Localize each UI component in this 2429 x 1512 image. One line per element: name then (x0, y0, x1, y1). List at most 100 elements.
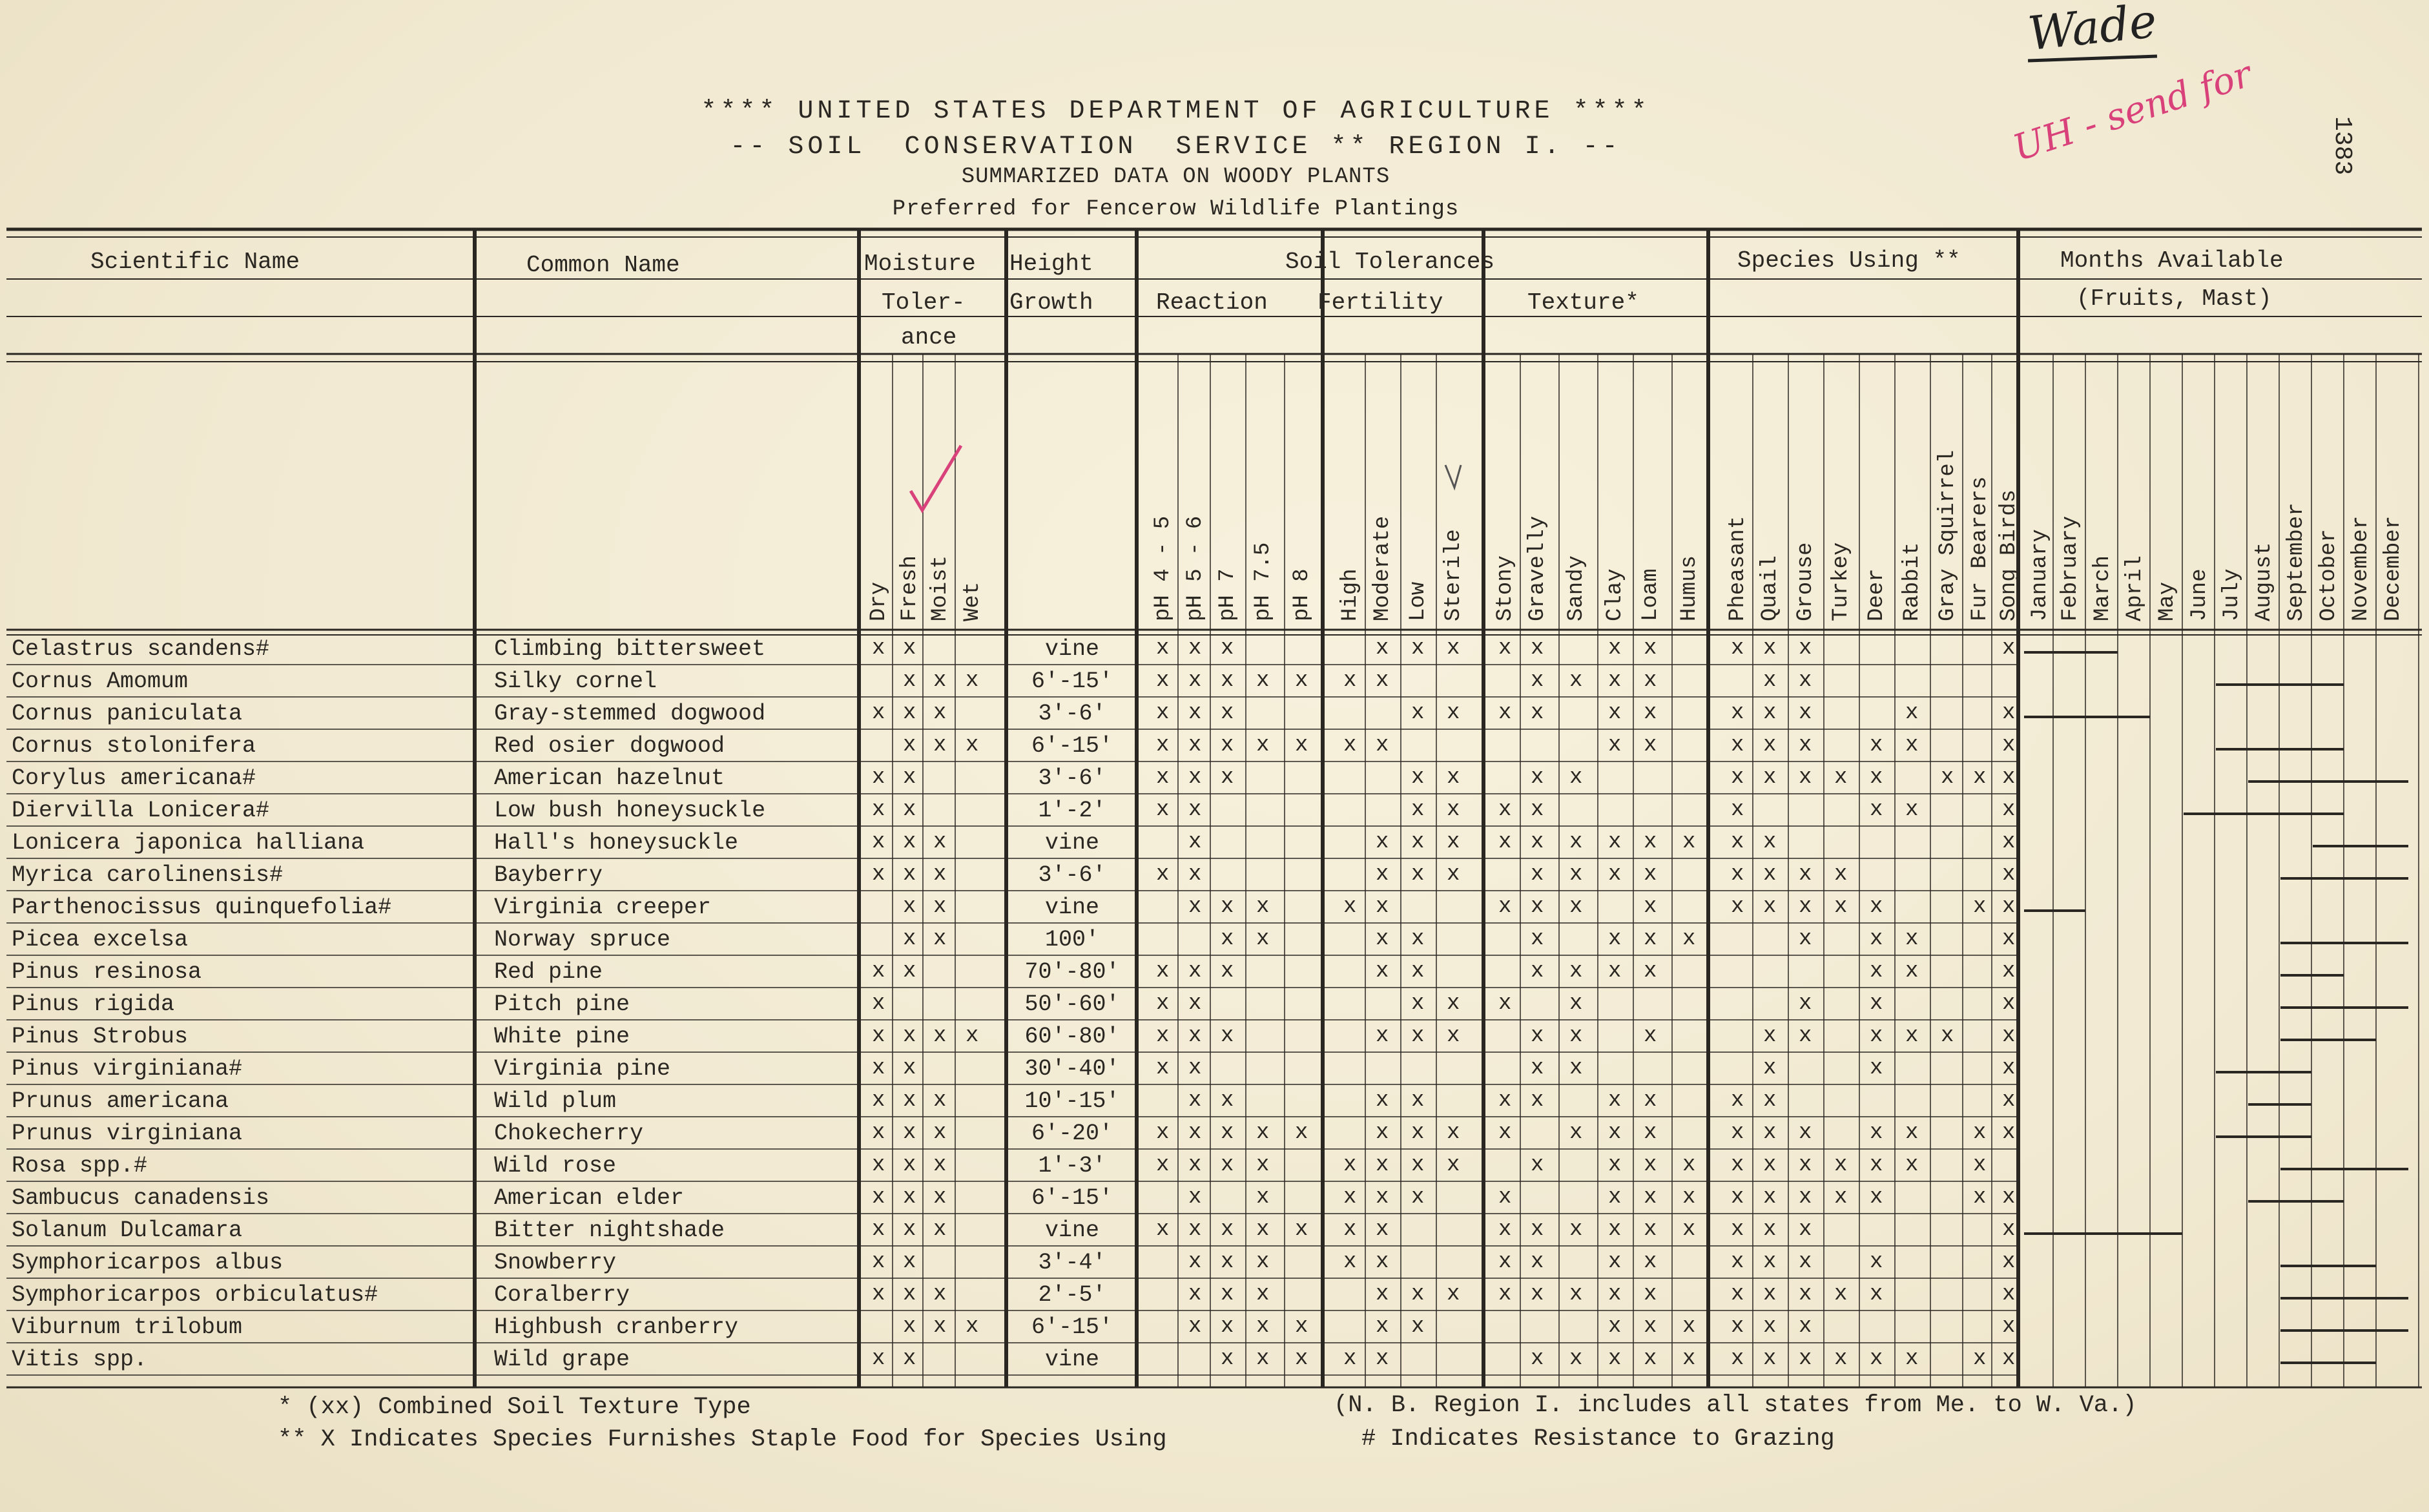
table-mark: x (1295, 668, 1308, 693)
table-mark: x (1569, 862, 1583, 887)
table-mark: x (1644, 1024, 1657, 1048)
table-mark: x (1498, 1250, 1512, 1274)
table-mark: x (1834, 1153, 1848, 1177)
table-mark: x (1295, 1347, 1308, 1371)
table-mark: x (1834, 1185, 1848, 1210)
table-mark: x (1644, 1282, 1657, 1307)
table-mark: x (1447, 765, 1460, 790)
table-mark: x (1156, 1217, 1170, 1242)
table-mark: x (872, 1153, 885, 1177)
table-mark: x (1188, 1121, 1202, 1145)
table-mark: x (1973, 1121, 1987, 1145)
footnote-grazing: # Indicates Resistance to Grazing (1361, 1425, 1835, 1453)
table-mark: x (933, 668, 947, 693)
table-mark: x (1498, 991, 1512, 1016)
table-mark: x (2002, 701, 2016, 725)
table-mark: x (872, 1056, 885, 1081)
table-mark: x (1644, 733, 1657, 758)
table-mark: x (1188, 765, 1202, 790)
table-mark: x (966, 1024, 979, 1048)
height-growth: 6'-15' (1031, 1185, 1113, 1211)
table-mark: x (1682, 927, 1696, 951)
scientific-name: Pinus rigida (12, 991, 175, 1017)
table-mark: x (1256, 1217, 1270, 1242)
table-mark: x (1569, 959, 1583, 984)
table-mark: x (1188, 636, 1202, 661)
table-mark: x (903, 1024, 916, 1048)
table-mark: x (1411, 1185, 1425, 1210)
sub-column-label: Pheasant (1726, 515, 1750, 621)
table-mark: x (1731, 1217, 1744, 1242)
table-mark: x (1498, 1217, 1512, 1242)
sub-column-label: Rabbit (1900, 542, 1925, 621)
scientific-name: Symphoricarpos orbiculatus# (12, 1282, 378, 1308)
table-mark: x (1608, 1153, 1622, 1177)
sub-column-label: Turkey (1829, 542, 1854, 621)
table-mark: x (872, 1121, 885, 1145)
table-mark: x (1256, 1153, 1270, 1177)
table-mark: x (1188, 1024, 1202, 1048)
table-mark: x (1221, 1250, 1234, 1274)
table-mark: x (1156, 701, 1170, 725)
table-mark: x (1608, 959, 1622, 984)
table-mark: x (1870, 1185, 1883, 1210)
table-mark: x (1531, 895, 1544, 919)
table-mark: x (1498, 830, 1512, 854)
table-mark: x (933, 830, 947, 854)
red-checkmark (909, 444, 963, 513)
table-mark: x (966, 733, 979, 758)
height-growth: vine (1044, 895, 1099, 920)
table-mark: x (933, 1282, 947, 1307)
sub-column-label: Gravelly (1525, 515, 1550, 621)
table-mark: x (903, 1185, 916, 1210)
table-mark: x (1682, 830, 1696, 854)
table-mark: x (1256, 1121, 1270, 1145)
table-mark: x (2002, 991, 2016, 1016)
table-mark: x (1343, 1185, 1357, 1210)
table-mark: x (1531, 668, 1544, 693)
sub-column-label: October (2317, 529, 2341, 621)
table-mark: x (1411, 830, 1425, 854)
common-name: Chokecherry (494, 1121, 644, 1146)
table-mark: x (1188, 959, 1202, 984)
table-mark: x (1498, 636, 1512, 661)
table-mark: x (1834, 895, 1848, 919)
table-mark: x (1376, 959, 1389, 984)
table-mark: x (1569, 1282, 1583, 1307)
table-mark: x (1447, 636, 1460, 661)
common-name: Red osier dogwood (494, 733, 725, 759)
table-mark: x (1763, 636, 1777, 661)
table-mark: x (1799, 636, 1812, 661)
table-mark: x (1763, 1250, 1777, 1274)
scientific-name: Celastrus scandens# (12, 636, 270, 662)
table-mark: x (1295, 1314, 1308, 1339)
table-mark: x (1644, 1217, 1657, 1242)
table-mark: x (1973, 895, 1987, 919)
sub-column-label: December (2381, 515, 2406, 621)
table-mark: x (2002, 862, 2016, 887)
table-mark: x (1644, 830, 1657, 854)
common-name: Bitter nightshade (494, 1217, 725, 1243)
table-mark: x (1973, 1185, 1987, 1210)
sub-column-label: Loam (1638, 568, 1663, 621)
table-mark: x (1763, 668, 1777, 693)
table-mark: x (903, 1153, 916, 1177)
table-mark: x (1644, 1185, 1657, 1210)
sub-column-label: February (2058, 515, 2083, 621)
sub-column-label: Gray Squirrel (1936, 450, 1960, 621)
table-mark: x (1221, 1024, 1234, 1048)
table-mark: x (1569, 895, 1583, 919)
table-mark: x (1295, 1217, 1308, 1242)
table-mark: x (903, 1282, 916, 1307)
sub-column-label: Stony (1493, 555, 1518, 621)
table-mark: x (1799, 991, 1812, 1016)
table-mark: x (1376, 733, 1389, 758)
height-growth: 1'-3' (1038, 1153, 1106, 1179)
sub-column-label: Dry (867, 581, 891, 621)
table-mark: x (1531, 830, 1544, 854)
table-mark: x (1870, 1347, 1883, 1371)
table-mark: x (872, 1024, 885, 1048)
common-name: White pine (494, 1024, 630, 1050)
table-mark: x (1295, 733, 1308, 758)
table-mark: x (1763, 1282, 1777, 1307)
